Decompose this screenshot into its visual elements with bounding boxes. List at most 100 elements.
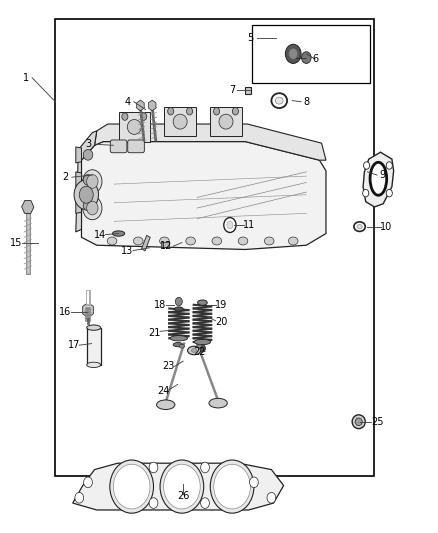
- Text: 8: 8: [303, 96, 309, 107]
- Circle shape: [84, 477, 92, 488]
- Circle shape: [210, 460, 254, 513]
- Text: 21: 21: [148, 328, 161, 338]
- Circle shape: [141, 113, 147, 120]
- Text: 24: 24: [157, 386, 170, 397]
- Ellipse shape: [83, 150, 93, 160]
- Circle shape: [267, 492, 276, 503]
- Bar: [55, 19, 374, 477]
- Text: 17: 17: [68, 340, 80, 350]
- Polygon shape: [363, 152, 394, 207]
- Text: 23: 23: [162, 361, 175, 372]
- Circle shape: [187, 108, 193, 115]
- Circle shape: [168, 108, 174, 115]
- Ellipse shape: [186, 237, 195, 245]
- Text: 26: 26: [177, 491, 189, 501]
- Polygon shape: [119, 112, 150, 142]
- Circle shape: [87, 174, 98, 188]
- Ellipse shape: [194, 340, 211, 345]
- Circle shape: [201, 462, 209, 473]
- Circle shape: [233, 108, 238, 115]
- Ellipse shape: [134, 237, 143, 245]
- Polygon shape: [210, 107, 242, 136]
- Circle shape: [386, 189, 392, 197]
- Circle shape: [87, 201, 98, 215]
- Ellipse shape: [198, 300, 207, 305]
- Bar: [245, 87, 251, 94]
- Circle shape: [214, 464, 251, 509]
- Circle shape: [75, 492, 84, 503]
- Ellipse shape: [355, 418, 362, 425]
- Text: 16: 16: [59, 306, 71, 317]
- Text: 25: 25: [371, 417, 383, 427]
- Text: 7: 7: [229, 85, 235, 95]
- Text: 9: 9: [380, 170, 386, 180]
- Circle shape: [122, 113, 128, 120]
- Ellipse shape: [83, 174, 93, 185]
- Polygon shape: [164, 107, 196, 136]
- Circle shape: [201, 498, 209, 508]
- Text: 1: 1: [23, 73, 29, 83]
- Circle shape: [149, 498, 158, 508]
- Ellipse shape: [83, 200, 93, 211]
- Circle shape: [110, 460, 153, 513]
- Circle shape: [79, 186, 93, 203]
- Bar: [252, 25, 370, 83]
- Text: 22: 22: [194, 346, 206, 357]
- Polygon shape: [76, 131, 97, 232]
- Text: 6: 6: [312, 54, 318, 64]
- Text: 12: 12: [160, 241, 173, 251]
- Text: 11: 11: [244, 220, 256, 230]
- Ellipse shape: [127, 119, 141, 134]
- Polygon shape: [76, 197, 81, 213]
- Ellipse shape: [197, 344, 202, 348]
- Circle shape: [363, 189, 369, 197]
- Ellipse shape: [288, 237, 298, 245]
- Text: 4: 4: [124, 96, 131, 107]
- Circle shape: [289, 49, 297, 59]
- Ellipse shape: [212, 237, 222, 245]
- Ellipse shape: [276, 97, 283, 104]
- Circle shape: [227, 221, 233, 229]
- Ellipse shape: [173, 343, 183, 347]
- Polygon shape: [76, 147, 81, 163]
- Bar: [87, 328, 101, 365]
- Ellipse shape: [238, 237, 248, 245]
- Circle shape: [74, 180, 99, 209]
- Ellipse shape: [272, 93, 287, 108]
- Ellipse shape: [187, 346, 201, 355]
- Circle shape: [224, 217, 236, 232]
- Circle shape: [364, 162, 370, 169]
- Circle shape: [175, 297, 182, 306]
- Text: 14: 14: [94, 230, 106, 240]
- Polygon shape: [76, 172, 81, 188]
- Bar: [141, 236, 150, 251]
- Ellipse shape: [173, 114, 187, 129]
- Ellipse shape: [87, 325, 101, 330]
- Ellipse shape: [354, 222, 365, 231]
- Ellipse shape: [179, 344, 184, 348]
- Text: 3: 3: [85, 139, 91, 149]
- Text: 15: 15: [10, 238, 22, 247]
- Ellipse shape: [352, 415, 365, 429]
- Circle shape: [83, 196, 102, 220]
- Ellipse shape: [170, 336, 187, 341]
- Ellipse shape: [191, 349, 197, 352]
- Circle shape: [286, 44, 301, 63]
- FancyBboxPatch shape: [110, 140, 127, 153]
- Text: 19: 19: [215, 300, 227, 310]
- Ellipse shape: [156, 400, 175, 409]
- Ellipse shape: [265, 237, 274, 245]
- Polygon shape: [95, 124, 326, 160]
- Circle shape: [213, 108, 219, 115]
- Ellipse shape: [107, 237, 117, 245]
- Circle shape: [199, 345, 205, 352]
- Text: 10: 10: [380, 222, 392, 232]
- Text: 18: 18: [154, 300, 166, 310]
- Ellipse shape: [219, 114, 233, 129]
- Circle shape: [163, 464, 200, 509]
- Circle shape: [113, 464, 150, 509]
- Ellipse shape: [113, 231, 125, 236]
- Circle shape: [301, 52, 311, 63]
- Ellipse shape: [357, 224, 362, 229]
- Circle shape: [250, 477, 258, 488]
